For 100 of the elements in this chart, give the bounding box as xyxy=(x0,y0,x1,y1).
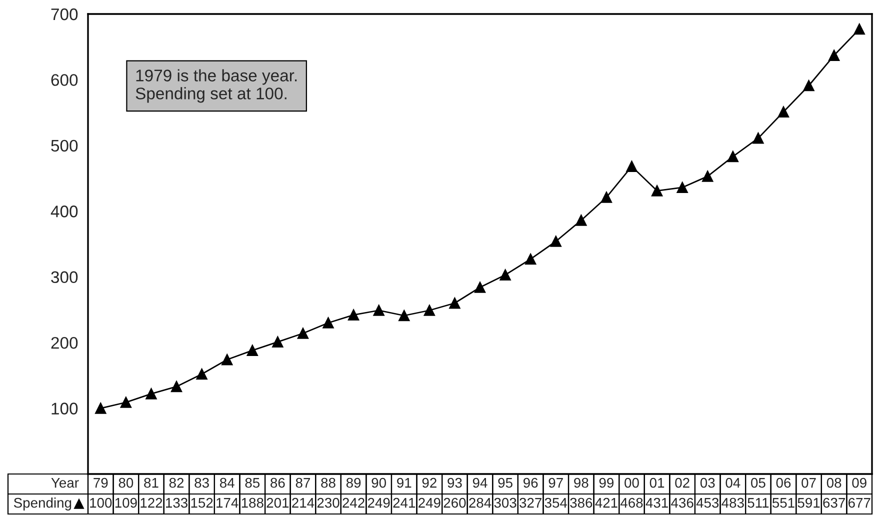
point xyxy=(854,24,865,35)
data-label: 201 xyxy=(266,498,289,508)
x-tick-label: 09 xyxy=(852,478,866,488)
x-tick-label: 05 xyxy=(751,478,766,488)
x-tick-label: 00 xyxy=(624,478,639,488)
x-tick-label: 98 xyxy=(574,478,588,488)
y-tick-label: 500 xyxy=(51,140,78,152)
point xyxy=(398,310,410,322)
point xyxy=(500,269,511,280)
data-label: 260 xyxy=(444,498,466,508)
data-label: 214 xyxy=(292,498,314,508)
point xyxy=(778,106,790,118)
point xyxy=(272,336,284,348)
data-label: 436 xyxy=(671,498,694,508)
y-tick-label: 300 xyxy=(51,271,78,284)
point xyxy=(474,282,486,293)
x-tick-label: 90 xyxy=(372,478,386,488)
x-tick-label: 94 xyxy=(472,478,488,488)
point xyxy=(120,396,132,408)
y-tick-label: 200 xyxy=(51,336,78,349)
legend-label: Spending xyxy=(14,498,72,510)
x-tick-label: 80 xyxy=(118,478,134,488)
data-label: 122 xyxy=(140,498,162,508)
data-label: 431 xyxy=(646,498,668,508)
data-label: 551 xyxy=(772,498,794,508)
data-label: 677 xyxy=(848,498,870,508)
point xyxy=(146,388,157,400)
data-label: 303 xyxy=(494,498,516,508)
point xyxy=(727,151,738,162)
data-label: 188 xyxy=(242,498,264,508)
point xyxy=(550,236,562,247)
x-tick-label: 81 xyxy=(144,478,158,488)
point xyxy=(222,354,233,366)
x-tick-label: 83 xyxy=(194,478,209,488)
y-tick-label: 100 xyxy=(52,402,78,414)
point xyxy=(702,170,714,182)
point xyxy=(576,214,587,226)
data-label: 354 xyxy=(544,498,568,508)
x-tick-label: 89 xyxy=(346,478,361,488)
point xyxy=(651,185,663,196)
data-label: 249 xyxy=(418,498,440,508)
point xyxy=(676,182,688,194)
x-tick-label: 93 xyxy=(448,478,462,488)
x-tick-label: 04 xyxy=(726,478,740,488)
point xyxy=(373,304,384,316)
data-label: 511 xyxy=(748,498,769,508)
data-label: 637 xyxy=(823,498,845,508)
data-label: 174 xyxy=(216,498,238,508)
data-label: 133 xyxy=(166,498,188,508)
x-tick-label: 84 xyxy=(220,478,234,488)
point xyxy=(525,254,536,265)
data-label: 483 xyxy=(722,498,744,508)
point xyxy=(752,132,764,144)
data-label: 386 xyxy=(570,498,592,508)
data-label: 453 xyxy=(696,498,719,508)
data-label: 230 xyxy=(317,498,340,508)
data-label: 109 xyxy=(115,498,137,508)
point xyxy=(600,192,612,203)
x-tick-label: 85 xyxy=(245,478,260,488)
point xyxy=(348,309,360,321)
x-tick-label: 95 xyxy=(498,478,512,488)
point xyxy=(297,328,309,339)
data-label: 100 xyxy=(90,498,112,508)
x-tick-label: 03 xyxy=(700,478,715,488)
data-label: 327 xyxy=(520,498,542,508)
point xyxy=(322,317,334,328)
point xyxy=(626,160,638,172)
point xyxy=(95,402,106,414)
data-label: 249 xyxy=(368,498,390,508)
data-label: 284 xyxy=(469,498,492,508)
x-tick-label: 86 xyxy=(270,478,285,488)
point xyxy=(424,304,435,316)
x-tick-label: 88 xyxy=(321,478,336,488)
annotation: 1979 is the base year. Spending set at 100. xyxy=(136,69,297,103)
point xyxy=(449,298,460,309)
data-label: 241 xyxy=(393,498,416,508)
x-tick-label: 08 xyxy=(826,478,842,488)
x-tick-label: 87 xyxy=(296,478,310,488)
x-tick-label: 06 xyxy=(776,478,791,488)
y-tick-label: 700 xyxy=(51,8,78,20)
x-tick-label: 01 xyxy=(650,478,664,488)
data-label: 152 xyxy=(191,498,213,508)
x-tick-label: 82 xyxy=(169,478,184,488)
x-tick-label: 97 xyxy=(548,478,563,488)
point xyxy=(828,50,840,61)
y-tick-label: 400 xyxy=(50,206,78,218)
data-label: 468 xyxy=(620,498,643,508)
point xyxy=(170,381,182,392)
data-label: 421 xyxy=(595,498,618,508)
x-tick-label: 96 xyxy=(524,478,538,488)
x-tick-label: 99 xyxy=(599,478,614,488)
x-tick-label: 91 xyxy=(397,478,412,488)
x-axis-title: Year xyxy=(51,478,79,488)
y-tick-label: 600 xyxy=(51,74,78,86)
x-tick-label: 79 xyxy=(94,478,108,488)
point xyxy=(246,344,258,356)
x-tick-label: 07 xyxy=(802,478,816,488)
x-tick-label: 02 xyxy=(675,478,690,488)
point xyxy=(196,368,208,380)
data-label: 591 xyxy=(798,498,820,508)
